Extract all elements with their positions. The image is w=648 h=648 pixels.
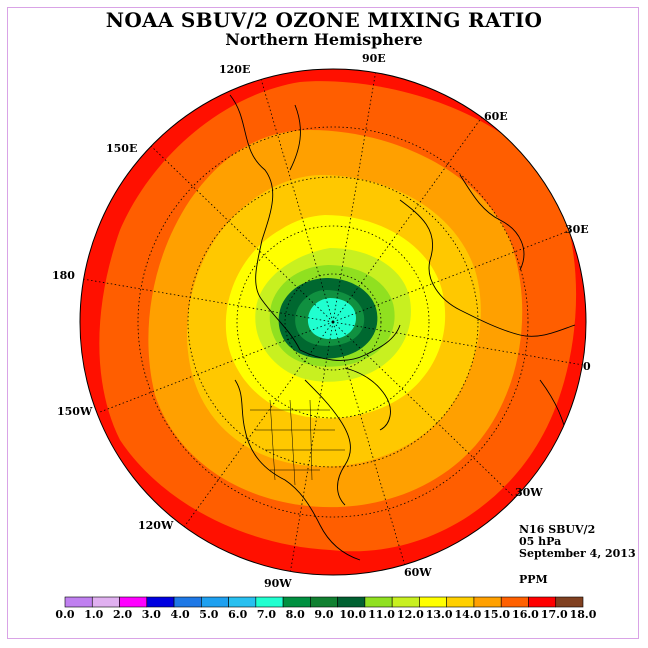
colorbar-swatch bbox=[228, 596, 257, 608]
colorbar-tick-label: 5.0 bbox=[199, 608, 219, 621]
pressure-level-label: 05 hPa bbox=[519, 535, 562, 548]
colorbar-swatch bbox=[146, 596, 175, 608]
colorbar-tick-label: 0.0 bbox=[55, 608, 75, 621]
date-label: September 4, 2013 bbox=[519, 547, 636, 560]
lon-label-180: 180 bbox=[52, 269, 75, 282]
lon-label-30w: 30W bbox=[515, 486, 543, 499]
latitude-circle-60n bbox=[187, 176, 479, 468]
latitude-circle-80n bbox=[284, 273, 382, 371]
colorbar-tick-label: 16.0 bbox=[512, 608, 539, 621]
colorbar-swatch bbox=[337, 596, 366, 608]
lon-label-30e: 30E bbox=[565, 223, 589, 236]
colorbar-swatch bbox=[173, 596, 202, 608]
colorbar-tick-label: 3.0 bbox=[141, 608, 161, 621]
colorbar-swatch bbox=[119, 596, 148, 608]
state-boundaries bbox=[250, 399, 345, 486]
meridian-90w bbox=[289, 321, 334, 575]
ozone-field bbox=[80, 69, 586, 575]
lon-label-90w: 90W bbox=[264, 577, 292, 590]
colorbar-tick-label: 15.0 bbox=[483, 608, 511, 621]
instrument-label: N16 SBUV/2 bbox=[519, 523, 596, 536]
colorbar-tick-label: 18.0 bbox=[569, 608, 597, 621]
colorbar-tick-label: 6.0 bbox=[228, 608, 248, 621]
meridian-90e bbox=[332, 69, 377, 323]
colorbar-swatch bbox=[64, 596, 93, 608]
colorbar-tick-label: 1.0 bbox=[84, 608, 104, 621]
colorbar-tick-label: 14.0 bbox=[454, 608, 482, 621]
coastlines bbox=[229, 94, 576, 561]
map-subtitle: Northern Hemisphere bbox=[225, 30, 423, 49]
latitude-circle-50n bbox=[137, 126, 529, 518]
colorbar-tick-label: 9.0 bbox=[314, 608, 334, 621]
colorbar-swatch bbox=[473, 596, 502, 608]
colorbar-swatch bbox=[91, 596, 120, 608]
lon-label-0: 0 bbox=[583, 360, 591, 373]
coast-greenland bbox=[344, 367, 391, 431]
contour-band-7-8 bbox=[307, 298, 356, 340]
lon-label-150w: 150W bbox=[57, 405, 93, 418]
colorbar-tick-label: 10.0 bbox=[339, 608, 367, 621]
colorbar bbox=[64, 596, 584, 608]
coast-north-america-east bbox=[304, 379, 351, 506]
colorbar-swatch bbox=[391, 596, 420, 608]
colorbar-swatch bbox=[201, 596, 229, 608]
colorbar-swatch bbox=[282, 596, 311, 608]
units-label: PPM bbox=[519, 573, 548, 586]
coast-asia-pacific bbox=[229, 94, 301, 351]
lon-label-60e: 60E bbox=[484, 110, 508, 123]
colorbar-tick-label: 2.0 bbox=[112, 608, 133, 621]
meridian-30e bbox=[332, 231, 567, 323]
colorbar-swatch bbox=[446, 596, 475, 608]
colorbar-tick-label: 12.0 bbox=[396, 608, 424, 621]
colorbar-tick-label: 11.0 bbox=[368, 608, 395, 621]
coast-arctic bbox=[289, 104, 401, 361]
colorbar-swatch bbox=[364, 596, 393, 608]
coast-scandinavia bbox=[459, 174, 525, 271]
figure-frame bbox=[7, 7, 639, 639]
colorbar-swatch bbox=[419, 596, 447, 608]
coast-europe bbox=[399, 199, 576, 337]
colorbar-swatch bbox=[528, 596, 557, 608]
colorbar-swatch bbox=[310, 596, 338, 608]
colorbar-tick-label: 4.0 bbox=[170, 608, 190, 621]
lon-label-150e: 150E bbox=[106, 142, 138, 155]
colorbar-swatch bbox=[255, 596, 284, 608]
meridian-60w bbox=[332, 321, 406, 567]
lon-label-120e: 120E bbox=[219, 63, 251, 76]
lon-label-90e: 90E bbox=[362, 52, 386, 65]
colorbar-swatch bbox=[500, 596, 529, 608]
graticule bbox=[82, 69, 584, 575]
colorbar-tick-label: 17.0 bbox=[540, 608, 568, 621]
colorbar-tick-label: 7.0 bbox=[256, 608, 277, 621]
colorbar-tick-label: 13.0 bbox=[425, 608, 453, 621]
lon-label-120w: 120W bbox=[138, 519, 174, 532]
colorbar-tick-label: 8.0 bbox=[285, 608, 305, 621]
map-title: NOAA SBUV/2 OZONE MIXING RATIO bbox=[105, 8, 543, 32]
lon-label-60w: 60W bbox=[404, 566, 432, 579]
latitude-circle-70n bbox=[236, 225, 430, 419]
coast-north-america-west bbox=[234, 379, 361, 561]
meridian-150w bbox=[99, 321, 334, 413]
colorbar-swatch bbox=[555, 596, 584, 608]
map-boundary bbox=[79, 68, 587, 576]
